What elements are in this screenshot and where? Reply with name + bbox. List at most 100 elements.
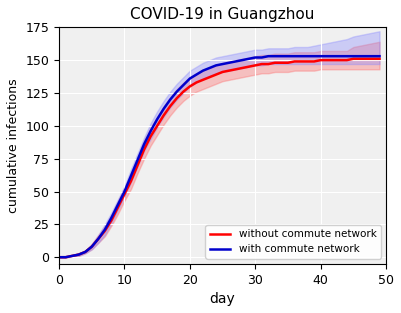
with commute network (103, 228, 107, 232)
Title: COVID-19 in Guangzhou: COVID-19 in Guangzhou (130, 7, 315, 22)
without commute network (103, 229, 107, 233)
with commute network (109, 216, 114, 220)
without commute network (253, 64, 258, 67)
with commute network (318, 54, 323, 58)
with commute network (358, 54, 363, 58)
with commute network (214, 64, 219, 67)
without commute network (174, 96, 179, 100)
with commute network (292, 54, 297, 58)
without commute network (207, 75, 212, 79)
without commute network (122, 192, 127, 196)
without commute network (96, 237, 101, 241)
Legend: without commute network, with commute network: without commute network, with commute ne… (205, 225, 381, 259)
with commute network (279, 54, 284, 58)
without commute network (181, 90, 186, 94)
without commute network (233, 67, 238, 71)
with commute network (286, 54, 290, 58)
with commute network (312, 54, 316, 58)
with commute network (115, 203, 120, 207)
without commute network (129, 179, 134, 183)
with commute network (220, 62, 225, 66)
with commute network (174, 90, 179, 94)
with commute network (273, 54, 277, 58)
without commute network (214, 73, 219, 76)
with commute network (305, 54, 310, 58)
without commute network (135, 163, 140, 167)
with commute network (89, 245, 94, 249)
without commute network (331, 58, 336, 62)
without commute network (115, 205, 120, 209)
without commute network (305, 59, 310, 63)
with commute network (76, 253, 81, 256)
without commute network (148, 135, 153, 138)
with commute network (122, 190, 127, 193)
with commute network (325, 54, 330, 58)
without commute network (351, 57, 356, 61)
without commute network (292, 59, 297, 63)
with commute network (338, 54, 343, 58)
with commute network (57, 255, 61, 259)
without commute network (286, 61, 290, 64)
with commute network (200, 69, 205, 73)
with commute network (253, 56, 258, 59)
with commute network (371, 54, 375, 58)
with commute network (299, 54, 304, 58)
without commute network (312, 59, 316, 63)
with commute network (161, 107, 166, 110)
without commute network (246, 65, 251, 69)
with commute network (377, 54, 382, 58)
without commute network (259, 62, 264, 66)
without commute network (161, 113, 166, 117)
without commute network (338, 58, 343, 62)
without commute network (155, 124, 160, 128)
without commute network (168, 104, 173, 108)
without commute network (194, 80, 199, 84)
with commute network (135, 158, 140, 162)
Y-axis label: cumulative infections: cumulative infections (7, 78, 20, 213)
without commute network (70, 254, 75, 258)
with commute network (129, 174, 134, 177)
with commute network (70, 254, 75, 258)
without commute network (377, 57, 382, 61)
with commute network (331, 54, 336, 58)
without commute network (188, 85, 192, 88)
without commute network (358, 57, 363, 61)
with commute network (188, 77, 192, 80)
without commute network (371, 57, 375, 61)
without commute network (142, 148, 146, 151)
with commute network (155, 117, 160, 121)
Line: with commute network: with commute network (59, 56, 379, 257)
without commute network (109, 218, 114, 222)
with commute network (266, 54, 271, 58)
without commute network (364, 57, 369, 61)
without commute network (273, 61, 277, 64)
with commute network (83, 250, 88, 254)
with commute network (63, 255, 68, 259)
without commute network (200, 78, 205, 82)
without commute network (266, 62, 271, 66)
X-axis label: day: day (210, 292, 235, 306)
with commute network (233, 59, 238, 63)
with commute network (259, 56, 264, 59)
with commute network (246, 57, 251, 61)
without commute network (89, 245, 94, 249)
without commute network (318, 58, 323, 62)
with commute network (148, 129, 153, 133)
with commute network (344, 54, 349, 58)
without commute network (279, 61, 284, 64)
without commute network (227, 69, 231, 73)
with commute network (181, 83, 186, 87)
without commute network (63, 255, 68, 259)
without commute network (57, 255, 61, 259)
without commute network (240, 66, 245, 70)
with commute network (96, 237, 101, 241)
without commute network (299, 59, 304, 63)
Line: without commute network: without commute network (59, 59, 379, 257)
with commute network (240, 58, 245, 62)
with commute network (351, 54, 356, 58)
without commute network (220, 70, 225, 74)
with commute network (364, 54, 369, 58)
without commute network (83, 250, 88, 254)
with commute network (227, 61, 231, 64)
without commute network (76, 253, 81, 256)
